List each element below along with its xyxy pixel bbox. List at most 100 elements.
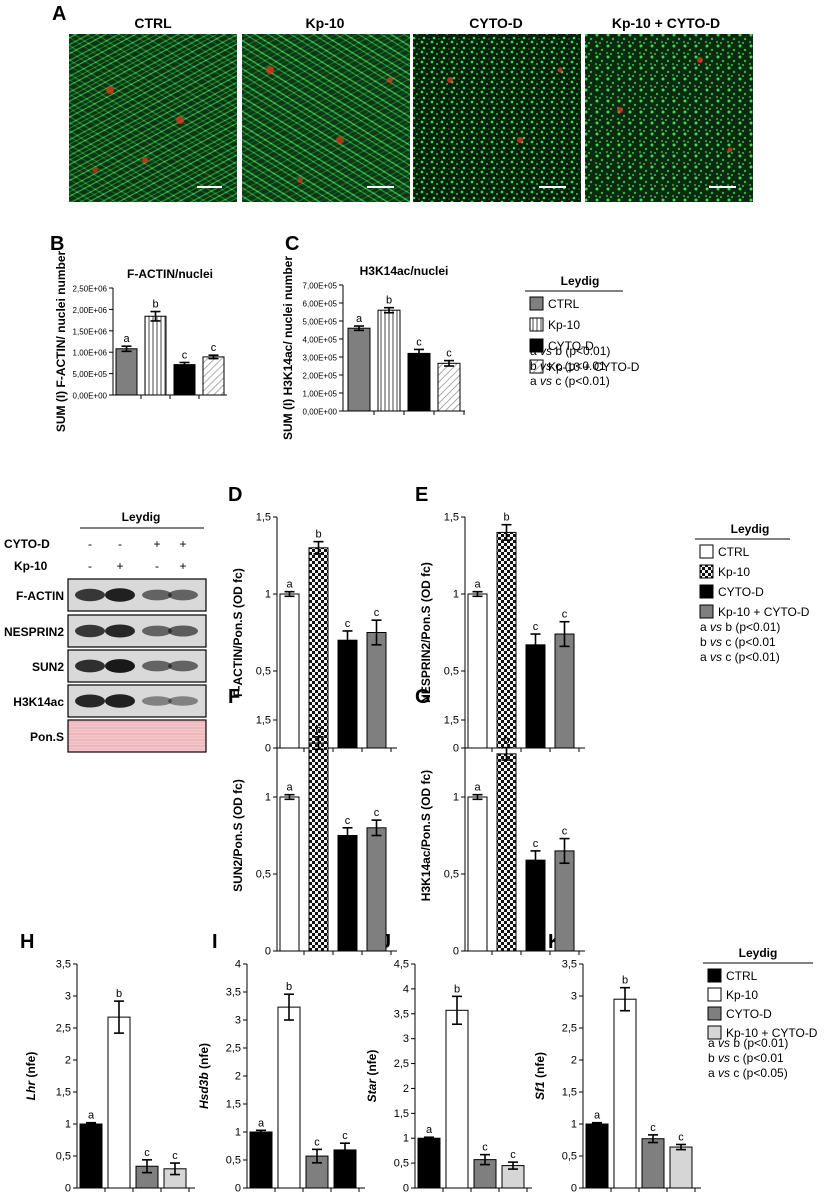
y-tick-label: 2,5	[394, 1058, 409, 1070]
y-tick-label: 0	[571, 1183, 577, 1195]
bar-kp-10-cyto-d	[554, 633, 575, 749]
chart-i: 0 0,5 1 1,5 2 2,5 3 3,5 4 a b c c Hsd3b (nfe)	[197, 959, 365, 1195]
panel-letter-d: D	[228, 484, 242, 506]
bar-kp-10-cyto-d	[366, 827, 387, 952]
blot-sign-cytod: +	[179, 537, 186, 551]
legend-title: Leydig	[731, 522, 770, 536]
y-axis-label: Star (nfe)	[365, 1050, 379, 1103]
significance-letter: c	[342, 1130, 348, 1142]
significance-letter: b	[454, 983, 460, 995]
y-tick-label: 2,00E+05	[303, 372, 338, 381]
bar-kp-10	[445, 1009, 469, 1189]
y-tick-label: 3,00E+05	[303, 354, 338, 363]
chart-b: 0,00E+00 5,00E+05 1,00E+06 1,50E+06 2,00E+06…	[54, 251, 227, 433]
blot-band-label: Pon.S	[30, 730, 64, 744]
significance-letter: a	[474, 782, 481, 794]
bar-kp-10	[144, 315, 167, 396]
bar-ctrl	[585, 1123, 609, 1189]
significance-letter: b	[315, 724, 321, 736]
y-tick-label: 1,5	[56, 1087, 71, 1099]
chart-h: 0 0,5 1 1,5 2 2,5 3 3,5 a b c c Lhr (nfe)	[24, 959, 195, 1195]
significance-letter: a	[286, 782, 293, 794]
blot-band	[105, 694, 135, 708]
significance-letter: c	[533, 838, 539, 850]
y-axis-label: F-ACTIN/Pon.S (OD fc)	[231, 568, 245, 697]
legend-swatch	[699, 604, 714, 619]
y-tick-label: 1,5	[256, 512, 271, 524]
chart-d: 0 0,5 1 1,5 a b c c F-ACTIN/Pon.S (OD fc)	[231, 512, 397, 755]
bar-kp-10-cyto-d	[366, 632, 387, 749]
y-tick-label: 0,5	[444, 869, 459, 881]
y-tick-label: 0,00E+00	[73, 392, 108, 401]
y-axis-label: Hsd3b (nfe)	[197, 1043, 211, 1109]
y-tick-label: 0	[453, 946, 459, 958]
legend-entry: CYTO-D	[548, 339, 594, 353]
legend-entry: Kp-10	[726, 988, 758, 1002]
micrograph-cytod	[413, 34, 581, 202]
bar-cyto-d	[337, 639, 358, 749]
bar-kp-10-cyto-d	[554, 850, 575, 952]
y-tick-label: 1,5	[226, 1099, 241, 1111]
legend-note: a vs b (p<0.01)	[708, 1036, 788, 1050]
y-tick-label: 4,00E+05	[303, 336, 338, 345]
bar-ctrl	[115, 348, 138, 396]
legend-swatch	[529, 359, 544, 374]
legend-entry: Kp-10	[718, 565, 750, 579]
legend-swatch	[707, 987, 722, 1002]
significance-letter: c	[562, 609, 568, 621]
legend-title: Leydig	[739, 946, 778, 960]
y-tick-label: 3,5	[56, 959, 71, 971]
blot-band	[142, 625, 172, 637]
significance-letter: a	[474, 579, 481, 591]
bar-cyto-d	[337, 835, 358, 952]
bar-kp-10	[496, 753, 517, 952]
y-tick-label: 0,00E+00	[303, 408, 338, 417]
legend-swatch	[707, 968, 722, 983]
panel-letter-h: H	[20, 931, 34, 953]
blot-band	[168, 625, 198, 637]
significance-letter: c	[172, 1150, 178, 1162]
y-tick-label: 0,5	[226, 1155, 241, 1167]
significance-letter: c	[144, 1147, 150, 1159]
bar-kp-10-cyto-d	[437, 362, 461, 412]
significance-letter: c	[562, 826, 568, 838]
blot-band-label: F-ACTIN	[16, 589, 64, 603]
y-tick-label: 1,00E+05	[303, 390, 338, 399]
y-tick-label: 4	[235, 959, 241, 971]
y-axis-label: H3K14ac/Pon.S (OD fc)	[419, 770, 433, 901]
significance-letter: c	[533, 621, 539, 633]
western-blot: Leydig CYTO-D Kp-10 - - + + - + - + F-ACTIN NESP…	[4, 510, 207, 753]
blot-row-label-cytod: CYTO-D	[4, 537, 50, 551]
y-tick-label: 3	[403, 1033, 409, 1045]
y-axis-label: Sf1 (nfe)	[533, 1052, 547, 1100]
y-tick-label: 6,00E+05	[303, 300, 338, 309]
y-tick-label: 1,5	[444, 715, 459, 727]
significance-letter: c	[482, 1142, 488, 1154]
y-axis-label: SUN2/Pon.S (OD fc)	[231, 779, 245, 892]
significance-letter: c	[345, 618, 351, 630]
y-tick-label: 1,5	[394, 1108, 409, 1120]
y-tick-label: 3,5	[394, 1008, 409, 1020]
legend-entry: Kp-10	[548, 318, 580, 332]
y-tick-label: 1,5	[444, 512, 459, 524]
y-tick-label: 2	[235, 1071, 241, 1083]
legend-swatch	[707, 1025, 722, 1040]
y-tick-label: 2	[403, 1083, 409, 1095]
y-tick-label: 0,5	[256, 869, 271, 881]
chart-f: 0 0,5 1 1,5 a b c c SUN2/Pon.S (OD fc)	[231, 715, 397, 958]
y-tick-label: 0,5	[444, 666, 459, 678]
significance-letter: c	[345, 815, 351, 827]
blot-band	[75, 694, 105, 708]
bar-kp-10	[308, 742, 329, 952]
chart-j: 0 0,5 1 1,5 2 2,5 3 3,5 4 4,5 a b c c Star (nfe)	[365, 959, 532, 1195]
y-tick-label: 2,5	[56, 1023, 71, 1035]
y-tick-label: 1,00E+06	[73, 349, 108, 358]
panel-letter-f: F	[228, 686, 240, 708]
y-axis-label: SUM (I) F-ACTIN/ nuclei number	[54, 251, 68, 433]
significance-letter: c	[446, 348, 452, 360]
significance-letter: c	[650, 1122, 656, 1134]
y-tick-label: 2	[65, 1055, 71, 1067]
y-tick-label: 1,50E+06	[73, 327, 108, 336]
micrograph-kp10	[242, 34, 410, 202]
